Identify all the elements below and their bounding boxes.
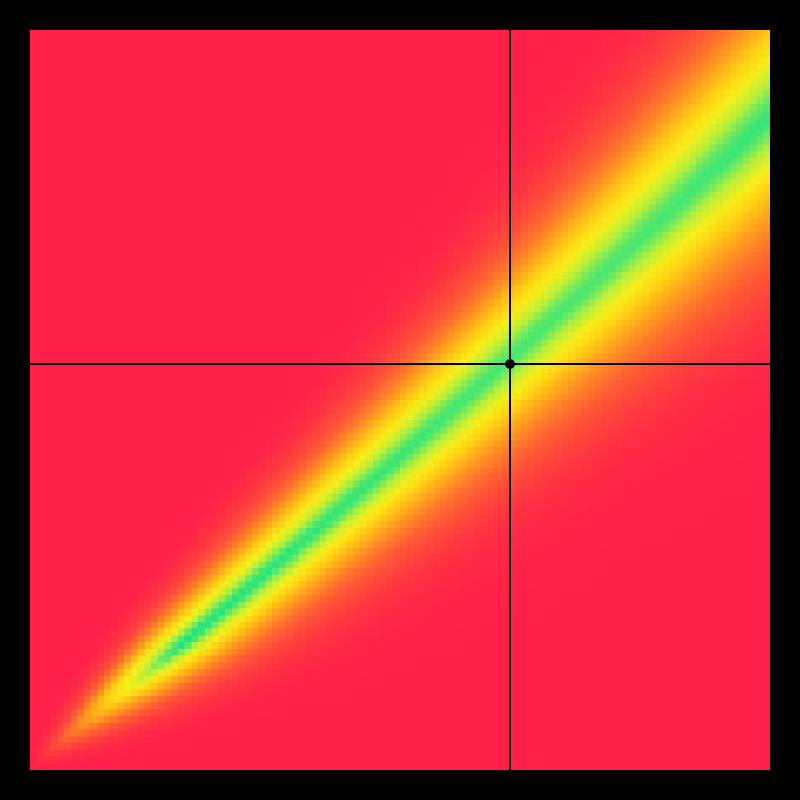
watermark-text: TheBottleneck.com bbox=[586, 6, 780, 30]
crosshair-horizontal bbox=[0, 363, 800, 365]
chart-container: { "watermark": { "text": "TheBottleneck.… bbox=[0, 0, 800, 800]
bottleneck-heatmap bbox=[30, 30, 770, 770]
crosshair-marker bbox=[505, 359, 515, 369]
crosshair-vertical bbox=[509, 0, 511, 800]
